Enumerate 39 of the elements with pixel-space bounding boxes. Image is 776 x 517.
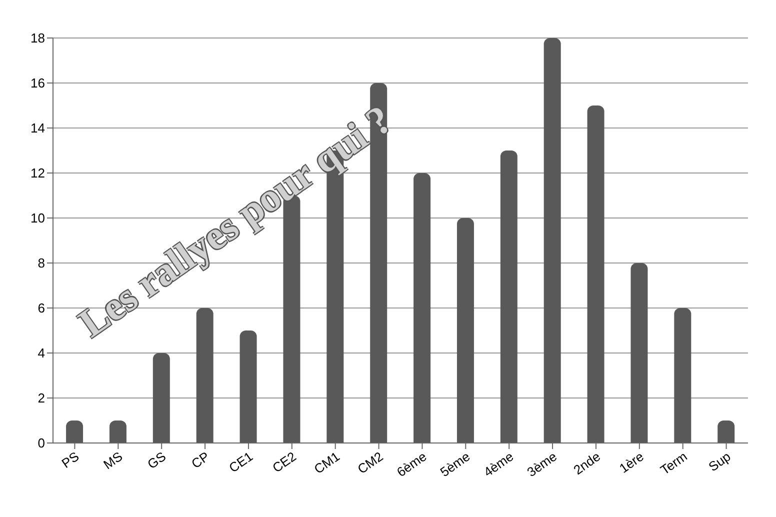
bar (240, 330, 257, 443)
y-tick-label: 18 (30, 30, 45, 46)
x-tick-label: Sup (706, 448, 734, 474)
bar (196, 308, 214, 443)
y-tick-label: 14 (30, 120, 45, 136)
y-tick-label: 4 (38, 346, 45, 361)
x-tick-label: Term (658, 448, 690, 478)
x-tick-label: CE2 (270, 448, 299, 476)
x-tick-label: MS (100, 448, 126, 472)
bar (414, 173, 431, 443)
x-tick-label: CP (188, 448, 212, 472)
bar (718, 420, 735, 443)
y-tick-label: 10 (30, 210, 45, 226)
x-tick-label: CM1 (311, 448, 342, 477)
x-tick-label: 3ème (524, 448, 560, 480)
x-tick-label: PS (58, 448, 82, 471)
x-tick-label: 1ère (616, 448, 646, 476)
bar (587, 106, 604, 443)
bar (456, 218, 474, 443)
y-tick-label: 8 (38, 256, 45, 271)
bar (500, 150, 518, 443)
y-tick-label: 0 (38, 436, 45, 451)
bar (152, 353, 170, 443)
bar (674, 308, 692, 443)
x-tick-label: CM2 (354, 448, 386, 477)
y-tick-label: 2 (38, 390, 45, 406)
bar (630, 263, 648, 443)
x-tick-label: 4ème (480, 448, 516, 480)
y-tick-label: 16 (30, 76, 45, 91)
x-tick-label: 5ème (437, 448, 473, 480)
y-tick-label: 12 (30, 166, 45, 181)
bar (66, 420, 84, 443)
bar (544, 38, 561, 443)
x-tick-label: 2nde (570, 448, 603, 478)
x-tick-label: CE1 (226, 448, 256, 476)
y-tick-label: 6 (38, 300, 45, 316)
bar (109, 420, 126, 443)
x-tick-label: GS (144, 448, 169, 472)
x-tick-label: 6ème (394, 448, 430, 480)
